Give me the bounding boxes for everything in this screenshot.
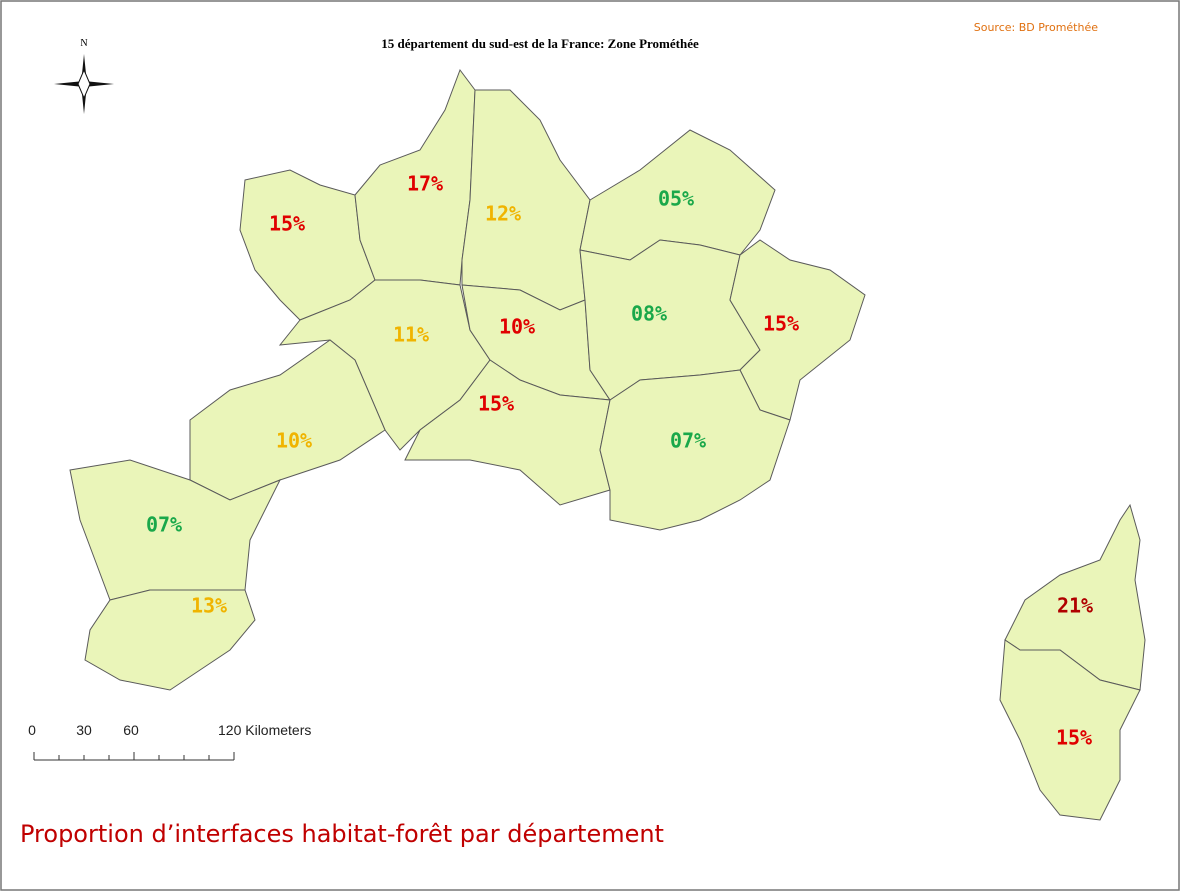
scale-label: 120 Kilometers [218,722,311,738]
dept-label: 10% [499,315,535,339]
dept-label: 15% [1056,726,1092,750]
caption: Proportion d’interfaces habitat-forêt pa… [20,820,664,848]
compass-center [77,68,91,100]
corse-du-sud [999,639,1141,821]
dept-label: 15% [478,392,514,416]
dept-label: 07% [146,513,182,537]
pyrenees-orientales [84,589,256,691]
dept-label: 11% [393,323,429,347]
dept-label: 13% [191,594,227,618]
scale-label: 30 [76,722,92,738]
dept-label: 17% [407,172,443,196]
var [599,369,791,531]
scale-label: 0 [28,722,36,738]
dept-label: 05% [658,187,694,211]
compass: N [54,38,114,114]
bouches-du-rhone [404,359,611,506]
department-labels: 15% 17% 12% 05% 11% 10% 08% 15% 15% 07% … [146,172,1093,750]
compass-north: N [80,38,87,49]
dept-label: 21% [1057,594,1093,618]
dept-label: 07% [670,429,706,453]
alpes-maritimes [729,239,866,421]
map-title: 15 département du sud-est de la France: … [381,36,699,51]
dept-label: 12% [485,202,521,226]
dept-label: 10% [276,429,312,453]
scale-label: 60 [123,722,139,738]
scale-line [33,752,235,761]
dept-label: 08% [631,302,667,326]
departments [69,68,1146,821]
dept-label: 15% [269,212,305,236]
source: Source: BD Prométhée [974,21,1098,34]
scale-bar: 0 30 60 120 Kilometers [28,722,311,761]
dept-label: 15% [763,312,799,336]
